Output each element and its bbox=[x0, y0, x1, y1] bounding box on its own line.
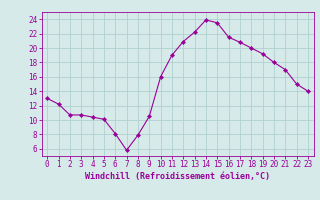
X-axis label: Windchill (Refroidissement éolien,°C): Windchill (Refroidissement éolien,°C) bbox=[85, 172, 270, 181]
